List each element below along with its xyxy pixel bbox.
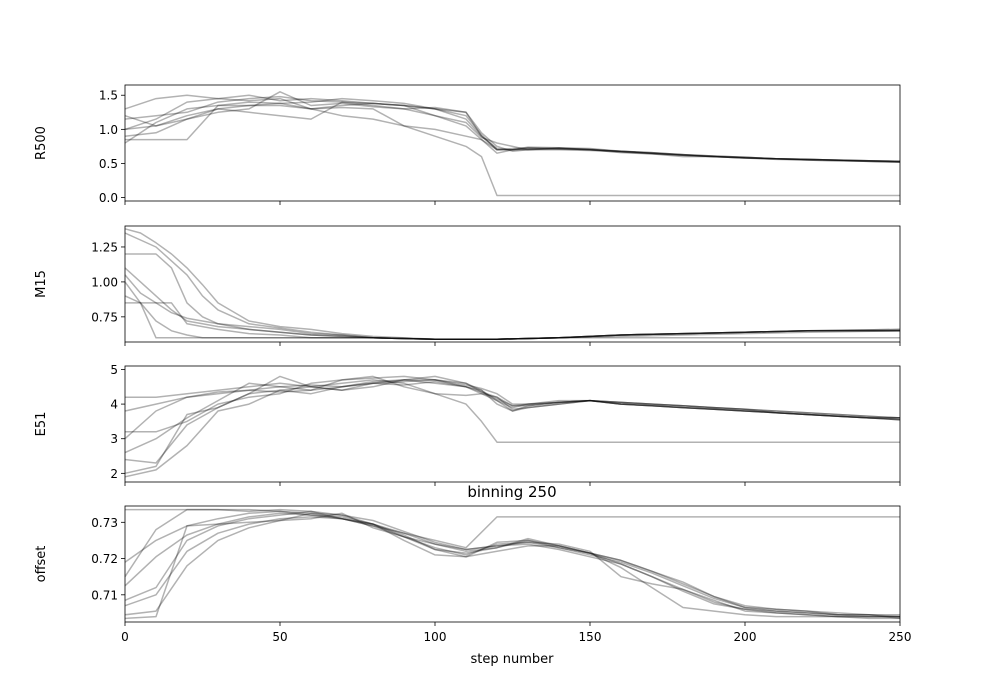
series-line-4 bbox=[124, 295, 900, 340]
y-tick-label: 3 bbox=[110, 432, 118, 446]
series-line-8 bbox=[124, 274, 900, 340]
y-tick-label: 0.71 bbox=[91, 588, 118, 602]
series-line-2 bbox=[124, 510, 900, 620]
series-line-5 bbox=[124, 91, 901, 163]
y-tick-label: 5 bbox=[110, 363, 118, 377]
plot-frame bbox=[124, 225, 901, 343]
series-line-7 bbox=[124, 228, 901, 340]
series-line-6 bbox=[124, 516, 900, 620]
series-line-1 bbox=[125, 104, 900, 197]
x-tick-label: 0 bbox=[121, 630, 129, 644]
y-tick-label: 4 bbox=[110, 398, 118, 412]
y-tick-label: 1.5 bbox=[99, 89, 118, 103]
series-line-8 bbox=[124, 375, 900, 440]
y-axis-label: offset bbox=[34, 546, 49, 583]
plot-frame bbox=[124, 84, 901, 202]
x-axis-label: step number bbox=[471, 652, 555, 667]
x-tick-label: 200 bbox=[734, 630, 757, 644]
series-line-5 bbox=[124, 512, 900, 618]
y-axis-label: E51 bbox=[34, 412, 49, 437]
x-tick-label: 150 bbox=[579, 630, 602, 644]
y-tick-label: 1.0 bbox=[99, 123, 118, 137]
series-line-3 bbox=[124, 508, 900, 616]
y-tick-label: 1.00 bbox=[91, 275, 118, 289]
subplots-group: 0.0 0.5 1.0 1.5 R500 0.75 1.00 1.25 M15 2 3 4 5 E51 0 5… bbox=[34, 84, 912, 644]
series-line-8 bbox=[124, 512, 900, 618]
series-line-2 bbox=[125, 253, 900, 340]
y-axis-label: R500 bbox=[34, 126, 49, 160]
series-line-6 bbox=[124, 101, 901, 163]
series-line-1 bbox=[124, 379, 900, 475]
y-tick-label: 0.72 bbox=[91, 552, 118, 566]
series-line-7 bbox=[124, 101, 901, 163]
subplot-offset: 0 50 100 150 200 250 0.71 0.72 0.73 offset bbox=[34, 505, 912, 644]
y-tick-label: 0.75 bbox=[91, 310, 118, 324]
series-line-1 bbox=[125, 508, 900, 549]
y-tick-label: 0.73 bbox=[91, 516, 118, 530]
series-line-3 bbox=[124, 232, 901, 340]
series-line-2 bbox=[124, 95, 901, 163]
series-line-7 bbox=[124, 512, 901, 620]
series-line-2 bbox=[125, 379, 901, 421]
series-line-1 bbox=[124, 281, 901, 340]
series-line-4 bbox=[124, 97, 901, 163]
subplot-r500: 0.0 0.5 1.0 1.5 R500 bbox=[34, 84, 901, 205]
panel-title: binning 250 bbox=[467, 483, 556, 501]
subplot-m15: 0.75 1.00 1.25 M15 bbox=[34, 225, 901, 346]
y-axis-label: M15 bbox=[34, 270, 49, 298]
series-line-5 bbox=[124, 379, 901, 478]
plot-frame bbox=[124, 505, 901, 623]
series-line-7 bbox=[124, 375, 901, 454]
series-line-3 bbox=[124, 94, 901, 163]
y-tick-label: 1.25 bbox=[91, 240, 118, 254]
series-line-6 bbox=[124, 380, 901, 421]
y-tick-label: 0.0 bbox=[99, 191, 118, 205]
x-tick-label: 250 bbox=[889, 630, 912, 644]
subplot-e51: 2 3 4 5 E51 bbox=[34, 363, 901, 486]
x-tick-label: 50 bbox=[272, 630, 287, 644]
series-line-6 bbox=[125, 302, 900, 340]
y-tick-label: 0.5 bbox=[99, 157, 118, 171]
plot-frame bbox=[124, 365, 901, 483]
series-line-3 bbox=[125, 375, 901, 433]
series-line-8 bbox=[124, 94, 901, 163]
series-line-4 bbox=[124, 375, 900, 464]
y-tick-label: 2 bbox=[110, 467, 118, 481]
series-line-4 bbox=[124, 510, 901, 618]
series-line-5 bbox=[124, 267, 900, 340]
x-tick-label: 100 bbox=[424, 630, 447, 644]
